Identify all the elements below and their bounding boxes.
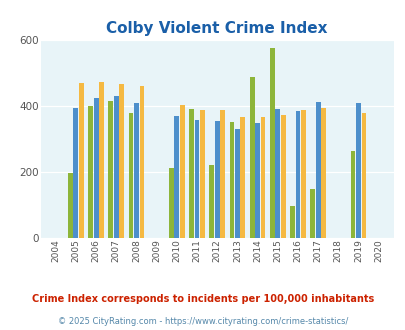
Bar <box>113 96 118 238</box>
Bar <box>295 111 300 238</box>
Bar <box>275 109 279 238</box>
Bar <box>315 102 320 238</box>
Bar <box>128 113 133 238</box>
Bar <box>309 189 314 238</box>
Bar <box>234 129 239 238</box>
Bar <box>200 110 205 238</box>
Bar <box>139 86 144 238</box>
Bar <box>269 48 274 238</box>
Bar <box>88 106 93 238</box>
Bar <box>194 120 199 238</box>
Bar <box>73 108 78 238</box>
Bar <box>240 117 245 238</box>
Bar <box>254 123 259 238</box>
Bar <box>320 108 325 238</box>
Bar <box>189 109 194 238</box>
Bar <box>360 113 365 238</box>
Bar <box>68 173 73 238</box>
Bar <box>350 151 355 238</box>
Bar <box>220 110 224 238</box>
Bar <box>168 168 173 238</box>
Bar <box>174 116 179 238</box>
Bar <box>94 98 98 238</box>
Bar <box>214 121 219 238</box>
Bar <box>209 165 214 238</box>
Bar <box>229 122 234 238</box>
Bar <box>355 103 360 238</box>
Bar <box>300 110 305 238</box>
Text: © 2025 CityRating.com - https://www.cityrating.com/crime-statistics/: © 2025 CityRating.com - https://www.city… <box>58 317 347 326</box>
Bar <box>260 117 265 238</box>
Bar <box>99 82 104 238</box>
Text: Crime Index corresponds to incidents per 100,000 inhabitants: Crime Index corresponds to incidents per… <box>32 294 373 304</box>
Bar <box>289 206 294 238</box>
Bar <box>179 105 184 238</box>
Bar <box>119 84 124 238</box>
Bar <box>134 103 139 238</box>
Bar <box>249 77 254 238</box>
Bar <box>280 115 285 238</box>
Title: Colby Violent Crime Index: Colby Violent Crime Index <box>106 21 327 36</box>
Bar <box>108 101 113 238</box>
Bar <box>79 83 83 238</box>
